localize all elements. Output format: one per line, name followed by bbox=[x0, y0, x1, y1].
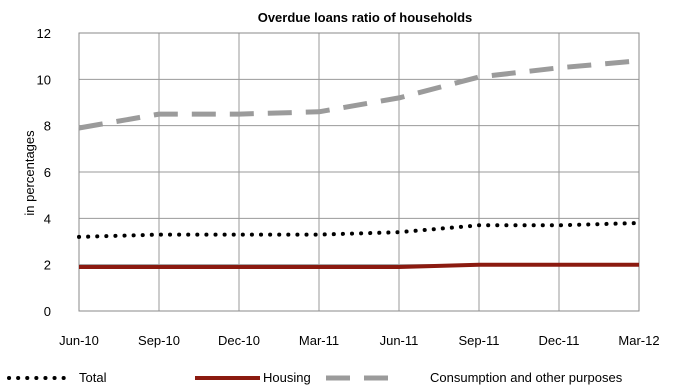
x-tick-label: Sep-11 bbox=[459, 333, 500, 348]
x-tick-label: Sep-10 bbox=[138, 333, 180, 348]
series-lines bbox=[77, 58, 641, 269]
y-tick-label: 0 bbox=[44, 304, 51, 319]
x-tick-label: Mar-12 bbox=[618, 333, 659, 348]
y-tick-label: 6 bbox=[44, 165, 51, 180]
y-tick-label: 4 bbox=[44, 211, 51, 226]
y-axis-label: in percentages bbox=[22, 130, 37, 216]
plot-area bbox=[78, 32, 640, 312]
chart-title: Overdue loans ratio of households bbox=[258, 10, 473, 25]
legend: Total Housing Consumption and other purpos… bbox=[7, 370, 623, 385]
series-line-consumption-and-other-purposes bbox=[78, 58, 640, 131]
x-tick-label: Jun-10 bbox=[59, 333, 99, 348]
x-tick-label: Dec-11 bbox=[539, 333, 580, 348]
plot-frame bbox=[78, 32, 640, 312]
y-tick-label: 10 bbox=[37, 72, 51, 87]
legend-label: Housing bbox=[263, 370, 311, 385]
x-tick-label: Dec-10 bbox=[218, 333, 260, 348]
x-tick-label: Mar-11 bbox=[299, 333, 339, 348]
legend-label: Total bbox=[79, 370, 107, 385]
x-axis-ticks: Jun-10 Sep-10 Dec-10 Mar-11 Jun-11 Sep-11 Dec-… bbox=[59, 333, 659, 348]
legend-label: Consumption and other purposes bbox=[430, 370, 623, 385]
y-axis-ticks: 0 2 4 6 8 10 12 bbox=[37, 26, 51, 319]
x-tick-label: Jun-11 bbox=[380, 333, 419, 348]
y-tick-label: 2 bbox=[44, 258, 51, 273]
y-tick-label: 8 bbox=[44, 119, 51, 134]
y-tick-label: 12 bbox=[37, 26, 51, 41]
series-line-housing bbox=[79, 262, 639, 269]
series-line-total bbox=[77, 221, 641, 239]
